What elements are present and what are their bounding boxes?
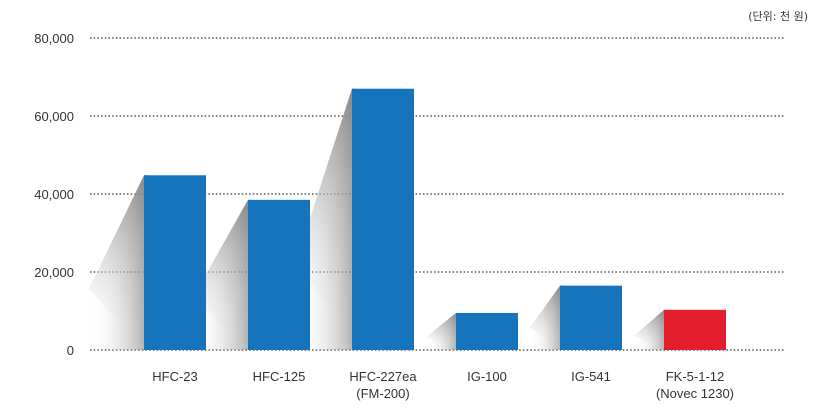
x-tick-label: (FM-200) — [356, 386, 409, 401]
x-tick-label: IG-541 — [571, 369, 611, 384]
y-tick-label: 0 — [67, 343, 74, 358]
x-tick-label: IG-100 — [467, 369, 507, 384]
bar — [664, 309, 726, 350]
bar-shadow — [426, 312, 456, 350]
unit-note: (단위: 천 원) — [748, 10, 808, 23]
bars — [144, 88, 726, 350]
bar-shadow — [634, 309, 664, 350]
bar — [248, 199, 310, 350]
y-axis-ticks: 0 20,000 40,000 60,000 80,000 — [34, 31, 74, 358]
y-tick-label: 20,000 — [34, 265, 74, 280]
x-tick-label: HFC-125 — [253, 369, 306, 384]
y-tick-label: 80,000 — [34, 31, 74, 46]
bar — [560, 285, 622, 350]
y-tick-label: 40,000 — [34, 187, 74, 202]
x-tick-label: HFC-23 — [152, 369, 198, 384]
x-axis-labels: HFC-23 HFC-125 HFC-227ea (FM-200) IG-100 IG-5… — [152, 369, 734, 401]
bar — [456, 312, 518, 350]
bar-shadows — [89, 88, 668, 350]
y-tick-label: 60,000 — [34, 109, 74, 124]
x-tick-label: HFC-227ea — [349, 369, 417, 384]
bar — [144, 175, 206, 350]
bar — [352, 88, 414, 350]
bar-shadow — [193, 199, 248, 350]
bar-shadow — [530, 285, 560, 350]
bar-shadow — [89, 175, 144, 350]
bar-shadow — [297, 88, 352, 350]
x-tick-label: (Novec 1230) — [656, 386, 734, 401]
x-tick-label: FK-5-1-12 — [666, 369, 725, 384]
